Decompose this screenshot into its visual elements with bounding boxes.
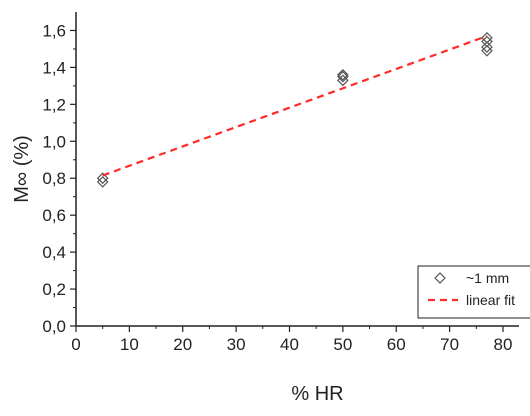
x-axis-title: % HR [291,383,343,405]
legend-label: ~1 mm [466,270,509,286]
legend-label: linear fit [466,292,515,308]
x-tick-label: 20 [173,335,192,354]
y-tick-label: 1,4 [42,58,66,77]
x-tick-label: 50 [333,335,352,354]
x-tick-label: 0 [71,335,80,354]
y-tick-label: 1,0 [42,132,66,151]
x-tick-label: 10 [120,335,139,354]
legend-diamond-swatch [434,272,446,284]
data-point [481,44,493,57]
data-point [96,172,109,185]
data-point [96,176,109,188]
y-tick-label: 0,2 [42,280,66,299]
data-point [337,70,349,83]
y-axis-title: M∞ (%) [11,135,33,203]
y-tick-label: 0,6 [42,206,66,225]
data-point [481,41,493,53]
data-point [337,74,349,87]
x-tick-label: 40 [280,335,299,354]
x-tick-label: 80 [494,335,513,354]
legend-box [417,265,530,319]
data-point [337,68,349,81]
legend: ~1 mm linear fit [417,265,530,319]
x-tick-label: 70 [440,335,459,354]
x-tick-label: 30 [227,335,246,354]
axes [75,12,519,327]
y-tick-label: 0,0 [42,317,66,336]
series [96,32,493,188]
ticks: 0 10 20 30 40 50 60 70 80 0,0 0,2 0,4 0,6 0,8 1,0 1,2 1,… [42,21,512,354]
y-tick-label: 0,8 [42,169,66,188]
y-tick-label: 1,2 [42,95,66,114]
y-tick-label: 1,6 [42,21,66,40]
linear-fit-line [102,34,488,177]
y-tick-label: 0,4 [42,243,66,262]
x-tick-label: 60 [387,335,406,354]
